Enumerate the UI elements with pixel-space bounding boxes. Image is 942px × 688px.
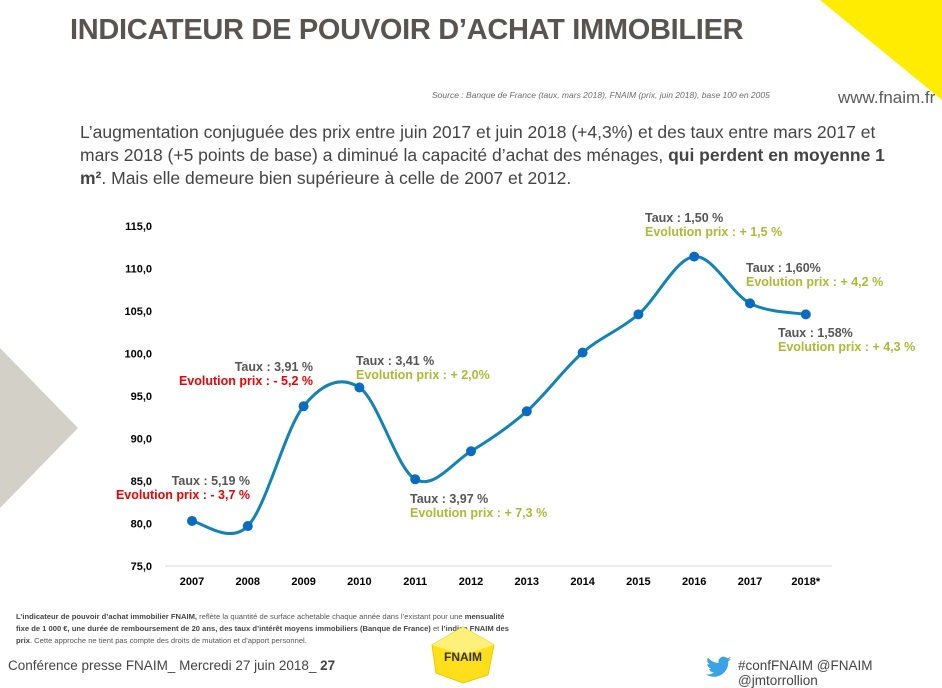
data-annotation: Taux : 1,60% Evolution prix : + 4,2 % [746,261,883,289]
intro-part2: . Mais elle demeure bien supérieure à ce… [101,168,572,188]
data-annotation: Taux : 5,19 % Evolution prix : - 3,7 % [100,474,250,502]
x-tick-label: 2010 [347,576,371,588]
y-tick-label: 75,0 [131,561,152,573]
taux-label: Taux : 1,58% [778,326,853,340]
price-evolution-label: Evolution prix : + 2,0% [356,368,490,382]
data-annotation: Taux : 1,58% Evolution prix : + 4,3 % [778,326,915,354]
page-number: 27 [320,658,336,673]
data-point [521,406,532,417]
y-tick-label: 105,0 [124,306,152,318]
y-tick-label: 110,0 [125,264,152,276]
intro-text: L’augmentation conjuguée des prix entre … [80,121,890,190]
data-annotation: Taux : 3,97 % Evolution prix : + 7,3 % [410,492,547,520]
x-tick-label: 2015 [626,576,650,588]
intro-part1: L’augmentation conjuguée des prix entre … [80,122,876,165]
x-tick-label: 2017 [738,576,762,588]
data-point [689,251,700,262]
grey-left-triangle [0,348,78,508]
taux-label: Taux : 1,60% [746,261,821,275]
data-point [800,309,811,320]
data-point [410,474,421,485]
x-tick-label: 2018* [791,576,820,588]
taux-label: Taux : 3,97 % [410,492,489,506]
y-tick-label: 80,0 [131,519,152,531]
data-point [354,382,365,393]
data-point [242,521,253,532]
x-tick-label: 2016 [682,576,706,588]
data-point [466,446,476,457]
methodology-note: L’indicateur de pouvoir d’achat immobili… [16,612,509,645]
price-evolution-label: Evolution prix : + 4,3 % [778,340,916,354]
x-tick-label: 2011 [403,576,427,588]
data-point [187,515,197,526]
data-point [633,309,644,320]
x-tick-label: 2008 [236,576,260,588]
price-evolution-label: Evolution prix : + 1,5 % [645,225,783,239]
data-point [745,298,755,309]
yellow-corner-triangle [820,0,942,100]
fnaim-logo: FNAIM [431,626,495,684]
y-tick-label: 100,0 [124,349,152,361]
x-tick-label: 2009 [291,576,315,588]
data-annotation: Taux : 3,41 % Evolution prix : + 2,0% [356,354,490,382]
taux-label: Taux : 5,19 % [171,474,250,488]
taux-label: Taux : 3,91 % [234,360,313,374]
y-tick-label: 90,0 [131,434,152,446]
x-tick-label: 2014 [570,576,595,588]
x-tick-label: 2007 [180,576,204,588]
data-annotation: Taux : 3,91 % Evolution prix : - 5,2 % [160,360,313,388]
y-tick-label: 115,0 [125,221,152,233]
footer-text: Conférence presse FNAIM_ Mercredi 27 jui… [8,658,336,673]
price-evolution-label: Evolution prix : + 7,3 % [410,506,548,520]
taux-label: Taux : 3,41 % [356,354,435,368]
taux-label: Taux : 1,50 % [645,211,724,225]
data-point [577,347,588,358]
y-tick-label: 85,0 [131,476,152,488]
data-annotation: Taux : 1,50 % Evolution prix : + 1,5 % [645,211,782,239]
data-point [298,401,309,412]
page-title: INDICATEUR DE POUVOIR D’ACHAT IMMOBILIER [70,14,744,46]
price-evolution-label: Evolution prix : - 5,2 % [178,374,313,388]
website-link[interactable]: www.fnaim.fr [838,88,936,107]
line-chart: 75,0 80,0 85,0 90,0 95,0 100,0 105,0 110,0 115,0… [124,221,832,588]
price-evolution-label: Evolution prix : - 3,7 % [115,488,250,502]
source-note: Source : Banque de France (taux, mars 20… [432,90,770,100]
y-tick-label: 95,0 [131,391,152,403]
svg-text:FNAIM: FNAIM [444,650,482,664]
x-tick-label: 2012 [459,576,483,588]
x-tick-label: 2013 [515,576,539,588]
intro-bold: qui perdent en moyenne 1 m² [80,145,885,188]
price-evolution-label: Evolution prix : + 4,2 % [746,275,884,289]
twitter-handles: #confFNAIM @FNAIM @jmtorrollion [738,658,873,688]
twitter-bird-icon [706,656,731,677]
